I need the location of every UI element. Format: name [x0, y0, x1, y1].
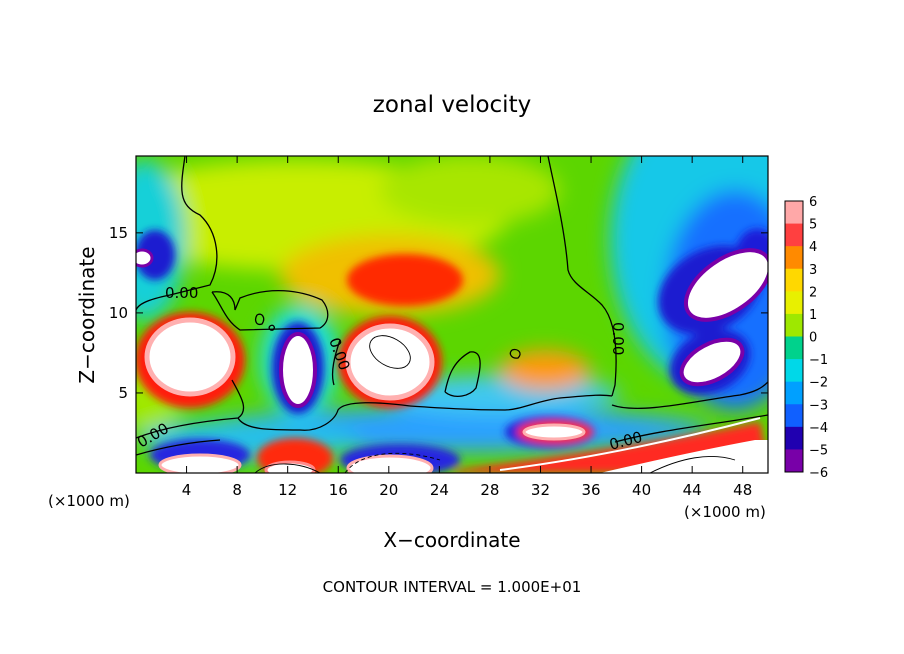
colorbar-frame	[784, 200, 804, 473]
heatmap-field	[136, 156, 768, 473]
colorbar-tick-label: −5	[809, 443, 828, 458]
y-tick-label: 15	[109, 224, 128, 242]
colorbar-swatch	[785, 313, 803, 337]
x-unit-right: (×1000 m)	[684, 503, 766, 521]
colorbar-tick-label: −3	[809, 398, 828, 413]
plot-frame	[135, 155, 769, 474]
contour-label: 0.00	[165, 284, 198, 302]
x-tick-label: 40	[632, 481, 651, 499]
colorbar-tick-label: 5	[809, 218, 817, 233]
colorbar-swatch	[785, 449, 803, 473]
x-tick-label: 4	[182, 481, 192, 499]
colorbar-tick-label: 0	[809, 331, 817, 346]
y-axis-label: Z−coordinate	[75, 246, 99, 383]
colorbar-swatch	[785, 404, 803, 428]
colorbar-swatch	[785, 381, 803, 405]
x-tick-label: 20	[379, 481, 398, 499]
colorbar: 6 5 4 3 2 1 0 −1 −2 −3 −4 −5 −6	[784, 195, 828, 481]
zero-contours	[136, 156, 768, 473]
colorbar-swatch	[785, 223, 803, 247]
colorbar-swatch	[785, 336, 803, 360]
colorbar-swatch	[785, 359, 803, 383]
y-tick-label: 10	[109, 304, 128, 322]
x-tick-label: 32	[531, 481, 550, 499]
colorbar-tick-label: 6	[809, 195, 817, 210]
colorbar-tick-label: −6	[809, 466, 828, 481]
chart-title: zonal velocity	[373, 92, 531, 118]
colorbar-tick-label: −4	[809, 421, 828, 436]
x-tick-label: 16	[329, 481, 348, 499]
x-tick-label: 24	[430, 481, 449, 499]
colorbar-swatch	[785, 291, 803, 315]
x-tick-label: 28	[480, 481, 499, 499]
x-tick-label: 44	[683, 481, 702, 499]
colorbar-tick-label: 3	[809, 263, 817, 278]
x-axis-ticks: 4 8 12 16 20 24 28 32 36 40 44 48	[182, 156, 752, 499]
contour-interval-note: CONTOUR INTERVAL = 1.000E+01	[323, 578, 582, 596]
colorbar-tick-label: −2	[809, 376, 828, 391]
contour-label: 0.00	[609, 322, 627, 355]
x-unit-left: (×1000 m)	[48, 492, 130, 510]
x-tick-label: 48	[733, 481, 752, 499]
x-axis-label: X−coordinate	[383, 528, 520, 552]
colorbar-swatch	[785, 246, 803, 270]
colorbar-swatch	[785, 426, 803, 450]
colorbar-swatch	[785, 201, 803, 225]
colorbar-swatch	[785, 268, 803, 292]
y-axis-ticks: 5 10 15	[109, 224, 768, 402]
x-tick-label: 36	[581, 481, 600, 499]
x-tick-label: 12	[278, 481, 297, 499]
x-tick-label: 8	[232, 481, 242, 499]
colorbar-tick-label: 4	[809, 240, 817, 255]
y-tick-label: 5	[118, 384, 128, 402]
colorbar-tick-label: 2	[809, 285, 817, 300]
colorbar-tick-label: 1	[809, 308, 817, 323]
colorbar-tick-label: −1	[809, 353, 828, 368]
